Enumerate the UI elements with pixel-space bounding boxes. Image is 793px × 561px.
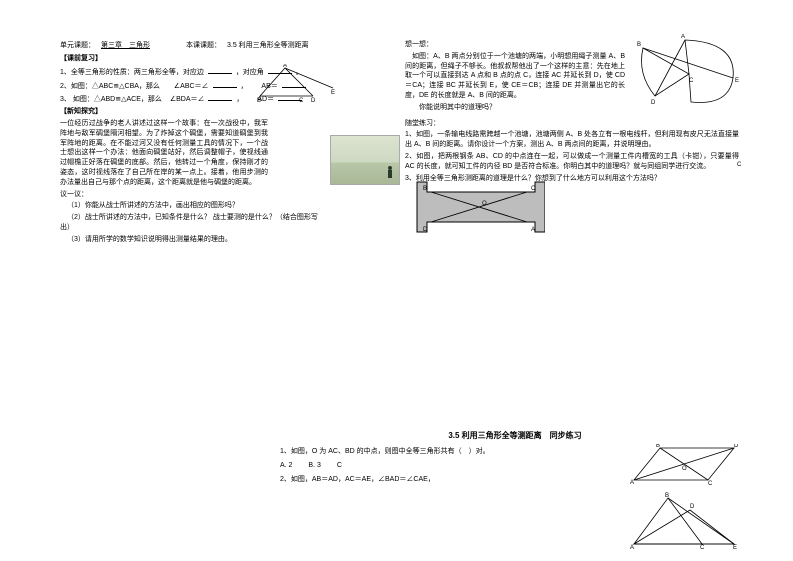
blank [208, 66, 232, 74]
unit-value: 第三章 三角形 [101, 40, 150, 50]
blank [208, 93, 232, 101]
q1-diagram: A B D C O [630, 444, 740, 486]
pond-text: 如图：A、B 两点分别位于一个池塘的两端，小明想用绳子测量 A、B 间的距离，但… [405, 52, 625, 101]
svg-text:A: A [531, 227, 535, 233]
story-illustration [330, 135, 400, 185]
label-c: C [689, 78, 694, 84]
review-3: 3、 如图：△ABD≌△ACE，那么 ∠BDA＝∠ ， AD＝ [60, 93, 400, 105]
svg-text:C: C [531, 186, 536, 192]
label-d: D [651, 100, 656, 106]
svg-text:A: A [283, 64, 287, 69]
r2a: 2、如图：△ABC≌△CBA，那么 [60, 83, 160, 90]
sync-title: 3.5 利用三角形全等测距离 同步练习 [280, 430, 750, 441]
label-e: E [735, 78, 739, 84]
r1a: 1、全等三角形的性质：两三角形全等，对应边 [60, 69, 204, 76]
r2eq1: ∠ABC＝∠ [174, 83, 209, 90]
review-1: 1、全等三角形的性质：两三角形全等，对应边 ，对应角 。 [60, 66, 400, 78]
r3c: ， [236, 96, 243, 103]
blank [213, 80, 237, 88]
svg-text:D: D [690, 504, 695, 510]
q3: （3）请用所学的数学知识说明得出测量结果的理由。 [60, 235, 400, 245]
story: 一位经历过战争的老人讲述过这样一个故事：在一次战役中，我军阵地与敌军碉堡隔河相望… [60, 119, 268, 188]
svg-text:B: B [665, 493, 669, 499]
r3a: 3、 如图：△ABD≌△ACE，那么 [60, 96, 162, 103]
unit-label: 单元课题： [60, 40, 95, 50]
lesson-value: 3.5 利用三角形全等测距离 [227, 40, 309, 50]
caliper-diagram: C B D A O [415, 176, 545, 236]
review-2: 2、如图：△ABC≌△CBA，那么 ∠ABC＝∠ ， AB＝ [60, 80, 400, 92]
svg-text:E: E [733, 545, 737, 550]
discuss: 议一议： [60, 190, 400, 200]
svg-text:B: B [423, 186, 427, 192]
sec-explore: 【新知探究】 [60, 107, 400, 117]
pond-diagram: A B C D E [633, 34, 743, 112]
opt-b: B. 3 [308, 462, 320, 469]
svg-text:D: D [311, 98, 316, 104]
page-right: 想一想： 如图：A、B 两点分别位于一个池塘的两端，小明想用绳子测量 A、B 间… [405, 40, 745, 185]
label-c-small: C [737, 162, 741, 168]
var-2: 2、如图，把两根钢条 AB、CD 的中点连在一起，可以做成一个测量工件内槽宽的工… [405, 152, 739, 172]
sec-review: 【课前复习】 [60, 54, 400, 64]
svg-text:A: A [630, 480, 634, 486]
svg-text:O: O [682, 466, 687, 472]
svg-text:D: D [423, 227, 428, 233]
header: 单元课题： 第三章 三角形 本课课题： 3.5 利用三角形全等测距离 [60, 40, 400, 50]
opt-c: C [337, 462, 342, 469]
q2-diagram: A B C D E [630, 492, 740, 550]
svg-text:O: O [482, 201, 487, 207]
lesson-label: 本课课题： [186, 40, 221, 50]
opt-a: A. 2 [280, 462, 292, 469]
svg-text:B: B [656, 444, 660, 449]
page-left: 单元课题： 第三章 三角形 本课课题： 3.5 利用三角形全等测距离 【课前复习… [60, 40, 400, 247]
page-bottom: 3.5 利用三角形全等测距离 同步练习 1、如图，O 为 AC、BD 的中点，则… [280, 430, 750, 486]
label-a: A [681, 34, 685, 40]
svg-text:A: A [630, 545, 634, 550]
r2c: ， [240, 83, 247, 90]
svg-text:D: D [734, 444, 739, 449]
q1: （1）你能从战士所讲述的方法中，画出相应的图形吗？ [60, 201, 400, 211]
q2: （2）战士所讲述的方法中，已知条件是什么？ 战士要测的是什么？（结合图形写出） [60, 213, 320, 233]
label-b: B [637, 42, 641, 48]
svg-text:C: C [708, 481, 713, 486]
person-icon [387, 166, 393, 180]
var-1: 1、如图，一条输电线路需跨越一个池塘，池塘两侧 A、B 处各立有一根电线杆，但利… [405, 130, 739, 150]
r3eq1: ∠BDA＝∠ [170, 96, 205, 103]
var-title: 随堂练习： [405, 119, 745, 129]
svg-text:B: B [257, 98, 261, 104]
svg-text:C: C [700, 545, 705, 550]
svg-text:E: E [331, 90, 335, 96]
triangle-diagram-1: B A D E C [255, 64, 335, 104]
svg-text:C: C [299, 98, 304, 104]
